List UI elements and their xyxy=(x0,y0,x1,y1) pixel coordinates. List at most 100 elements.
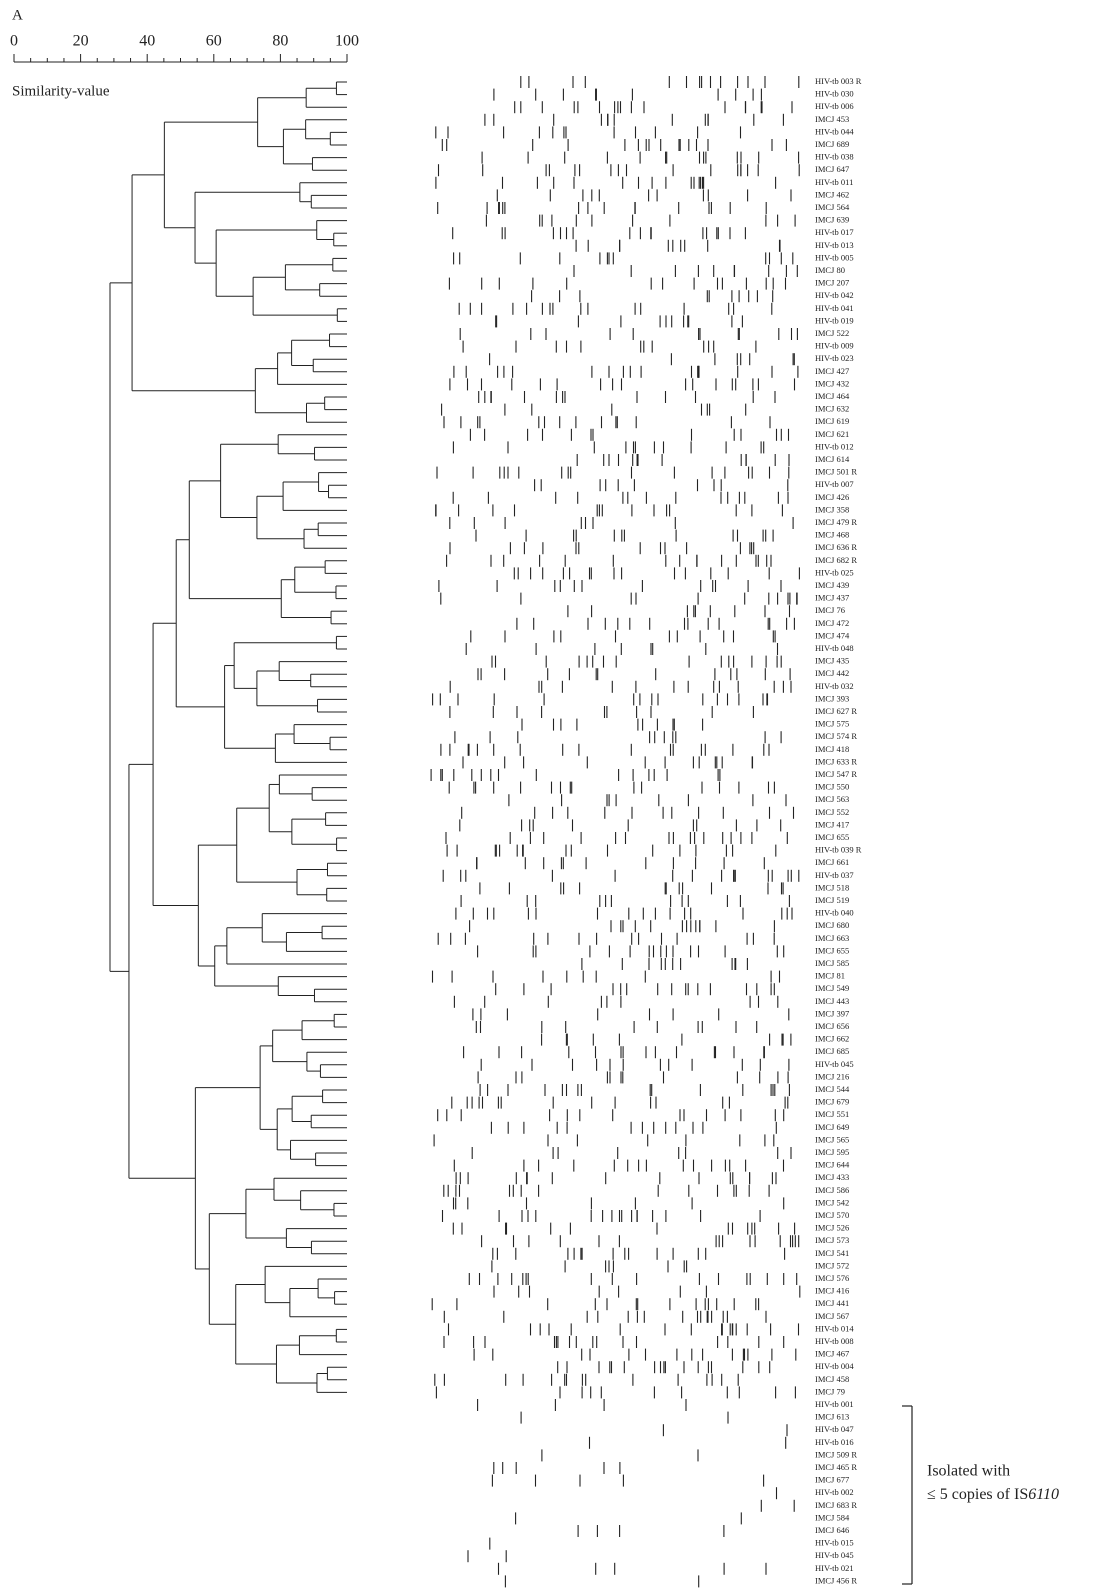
isolate-label: IMCJ 427 xyxy=(815,366,849,376)
isolate-label: HIV-tb 039 R xyxy=(815,845,862,855)
isolate-label: HIV-tb 047 xyxy=(815,1424,854,1434)
isolate-label: IMCJ 544 xyxy=(815,1084,850,1094)
annotation-text: ≤ 5 copies of IS xyxy=(927,1486,1028,1503)
isolate-label: HIV-tb 041 xyxy=(815,303,854,313)
isolate-label: HIV-tb 045 xyxy=(815,1059,854,1069)
isolate-label: IMCJ 649 xyxy=(815,1122,849,1132)
isolate-label: IMCJ 621 xyxy=(815,429,849,439)
isolate-label: IMCJ 550 xyxy=(815,782,849,792)
isolate-label: IMCJ 552 xyxy=(815,807,849,817)
panel-label: A xyxy=(12,7,23,23)
isolate-label: HIV-tb 023 xyxy=(815,353,854,363)
isolate-label: IMCJ 646 xyxy=(815,1525,849,1535)
isolate-label: HIV-tb 038 xyxy=(815,152,854,162)
isolate-label: HIV-tb 012 xyxy=(815,441,854,451)
isolate-label: IMCJ 439 xyxy=(815,580,849,590)
scale-tick-label: 0 xyxy=(10,33,18,50)
scale-tick-label: 80 xyxy=(272,33,288,50)
isolate-label: IMCJ 467 xyxy=(815,1349,849,1359)
isolate-label: IMCJ 639 xyxy=(815,215,849,225)
annotation-line: ≤ 5 copies of IS6110 xyxy=(927,1486,1059,1503)
isolate-label: IMCJ 644 xyxy=(815,1160,850,1170)
isolate-label: IMCJ 613 xyxy=(815,1412,849,1422)
isolate-label: IMCJ 584 xyxy=(815,1512,850,1522)
isolate-label: HIV-tb 025 xyxy=(815,567,854,577)
isolate-label: IMCJ 472 xyxy=(815,618,849,628)
isolate-label: IMCJ 519 xyxy=(815,895,849,905)
isolate-label: IMCJ 416 xyxy=(815,1286,849,1296)
isolate-label: IMCJ 647 xyxy=(815,164,849,174)
isolate-label: IMCJ 573 xyxy=(815,1235,849,1245)
isolate-label: IMCJ 614 xyxy=(815,454,850,464)
isolate-label: HIV-tb 007 xyxy=(815,479,854,489)
isolate-label: IMCJ 661 xyxy=(815,857,849,867)
isolate-label: IMCJ 565 xyxy=(815,1134,849,1144)
isolate-label: IMCJ 576 xyxy=(815,1273,849,1283)
isolate-label: IMCJ 585 xyxy=(815,958,849,968)
isolate-label: IMCJ 682 R xyxy=(815,555,857,565)
isolate-label: HIV-tb 048 xyxy=(815,643,854,653)
isolate-label: IMCJ 683 R xyxy=(815,1500,857,1510)
isolate-label: HIV-tb 008 xyxy=(815,1336,854,1346)
isolate-label: IMCJ 689 xyxy=(815,139,849,149)
isolate-label: IMCJ 435 xyxy=(815,656,849,666)
figure: A Similarity-value Isolated with ≤ 5 cop… xyxy=(0,0,1119,1594)
isolate-label: IMCJ 574 R xyxy=(815,731,857,741)
isolate-label: HIV-tb 015 xyxy=(815,1538,854,1548)
isolate-label: IMCJ 564 xyxy=(815,202,850,212)
isolate-label: HIV-tb 013 xyxy=(815,240,854,250)
isolate-label: HIV-tb 016 xyxy=(815,1437,854,1447)
isolate-label: IMCJ 456 R xyxy=(815,1575,857,1585)
isolate-label: IMCJ 685 xyxy=(815,1046,849,1056)
isolate-label: IMCJ 81 xyxy=(815,971,845,981)
isolate-label: IMCJ 549 xyxy=(815,983,849,993)
isolate-label: IMCJ 358 xyxy=(815,504,849,514)
isolate-label: IMCJ 76 xyxy=(815,605,845,615)
isolate-label: IMCJ 458 xyxy=(815,1374,849,1384)
isolate-label: IMCJ 468 xyxy=(815,530,849,540)
isolate-label: HIV-tb 037 xyxy=(815,870,854,880)
isolate-label: IMCJ 541 xyxy=(815,1248,849,1258)
isolate-label: HIV-tb 021 xyxy=(815,1563,854,1573)
scale-tick-label: 100 xyxy=(335,33,359,50)
isolate-label: HIV-tb 011 xyxy=(815,177,853,187)
isolate-label: IMCJ 393 xyxy=(815,693,849,703)
isolate-label: IMCJ 655 xyxy=(815,945,849,955)
isolate-label: HIV-tb 005 xyxy=(815,252,854,262)
isolate-label: HIV-tb 032 xyxy=(815,681,854,691)
scale-tick-label: 60 xyxy=(206,33,222,50)
isolate-label: IMCJ 465 R xyxy=(815,1462,857,1472)
isolate-label: IMCJ 586 xyxy=(815,1185,849,1195)
isolate-label: HIV-tb 004 xyxy=(815,1361,854,1371)
isolate-label: IMCJ 632 xyxy=(815,404,849,414)
isolate-label: IMCJ 397 xyxy=(815,1008,849,1018)
isolate-label: IMCJ 426 xyxy=(815,492,849,502)
isolate-label: HIV-tb 045 xyxy=(815,1550,854,1560)
isolate-label: IMCJ 633 R xyxy=(815,756,857,766)
isolate-label: IMCJ 636 R xyxy=(815,542,857,552)
isolate-label: IMCJ 526 xyxy=(815,1223,849,1233)
isolate-label: IMCJ 216 xyxy=(815,1071,849,1081)
isolate-label: HIV-tb 042 xyxy=(815,290,854,300)
isolate-label: HIV-tb 040 xyxy=(815,908,854,918)
isolate-label: IMCJ 418 xyxy=(815,744,849,754)
isolate-label: IMCJ 462 xyxy=(815,189,849,199)
isolate-label: HIV-tb 014 xyxy=(815,1323,854,1333)
isolate-label: IMCJ 437 xyxy=(815,593,849,603)
isolate-label: IMCJ 474 xyxy=(815,630,850,640)
isolate-label: HIV-tb 044 xyxy=(815,126,854,136)
isolate-label: IMCJ 655 xyxy=(815,832,849,842)
isolate-label: IMCJ 441 xyxy=(815,1298,849,1308)
isolate-label: IMCJ 453 xyxy=(815,114,849,124)
isolate-label: IMCJ 627 R xyxy=(815,706,857,716)
isolate-label: IMCJ 547 R xyxy=(815,769,857,779)
isolate-label: IMCJ 80 xyxy=(815,265,845,275)
isolate-label: IMCJ 563 xyxy=(815,794,849,804)
isolate-label: IMCJ 680 xyxy=(815,920,849,930)
isolate-label: IMCJ 443 xyxy=(815,996,849,1006)
isolate-label: IMCJ 501 R xyxy=(815,467,857,477)
isolate-label: IMCJ 432 xyxy=(815,378,849,388)
isolate-label: HIV-tb 001 xyxy=(815,1399,854,1409)
isolate-label: IMCJ 464 xyxy=(815,391,850,401)
isolate-label: IMCJ 442 xyxy=(815,668,849,678)
